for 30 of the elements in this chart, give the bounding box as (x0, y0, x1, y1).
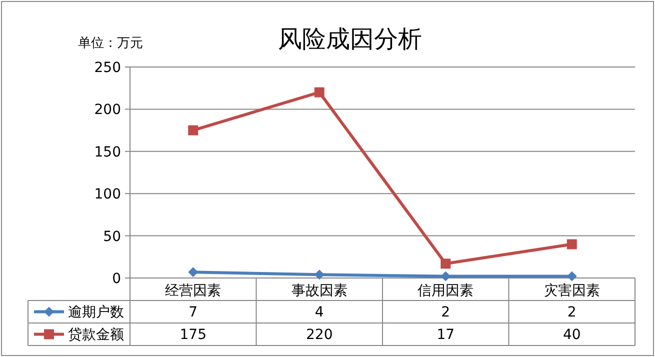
x-tick-label: 事故因素 (291, 283, 348, 299)
data-label: 4 (314, 304, 324, 320)
point (188, 267, 198, 278)
data-label: 40 (562, 327, 581, 343)
x-tick-label: 经营因素 (165, 283, 222, 299)
point (314, 87, 324, 98)
data-label: 7 (188, 304, 198, 320)
x-tick-label: 信用因素 (418, 283, 474, 299)
y-tick-label: 50 (103, 228, 121, 245)
y-tick-label: 100 (94, 186, 121, 203)
legend-label: 贷款金额 (68, 327, 124, 343)
y-tick-label: 150 (94, 144, 121, 160)
data-label: 17 (436, 327, 455, 343)
point (188, 125, 198, 136)
point (566, 271, 577, 282)
point (314, 270, 324, 280)
y-tick-label: 250 (94, 60, 121, 76)
data-label: 2 (567, 304, 576, 320)
y-tick-label: 200 (94, 102, 121, 118)
chart-title: 风险成因分析 (278, 25, 422, 53)
x-tick-label: 灾害因素 (544, 283, 600, 299)
text: 单位：万元 (78, 36, 143, 51)
point (440, 271, 451, 282)
data-label: 2 (441, 304, 450, 320)
point (440, 258, 451, 269)
data-label: 175 (180, 327, 206, 343)
legend-label: 逾期户数 (68, 304, 124, 320)
y-tick-label: 0 (112, 271, 121, 287)
point (566, 239, 577, 250)
data-label: 220 (306, 327, 333, 343)
